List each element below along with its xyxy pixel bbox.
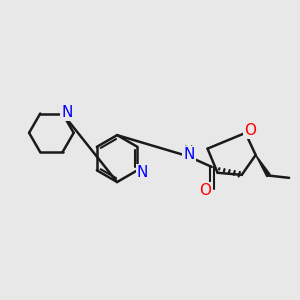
Text: H: H	[184, 144, 194, 157]
Text: O: O	[244, 123, 256, 138]
Text: N: N	[137, 165, 148, 180]
Text: N: N	[61, 105, 73, 120]
Text: O: O	[200, 183, 211, 198]
Text: N: N	[183, 147, 194, 162]
Polygon shape	[256, 155, 270, 177]
